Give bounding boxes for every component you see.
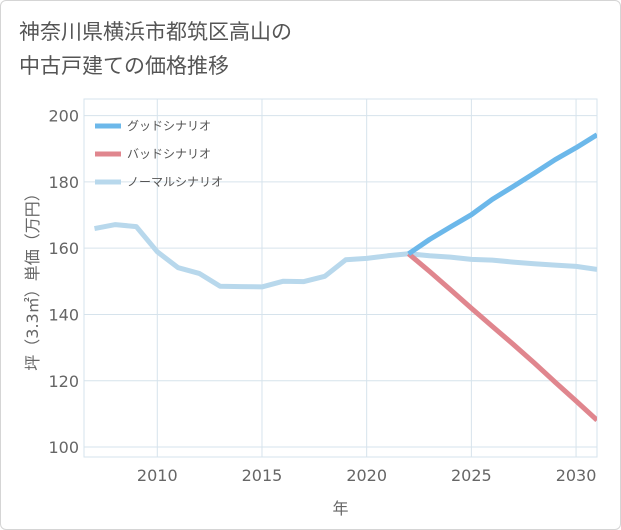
x-tick-label: 2030 (556, 466, 597, 485)
legend-label: グッドシナリオ (127, 119, 211, 133)
chart-title: 神奈川県横浜市都筑区高山の 中古戸建ての価格推移 (19, 15, 292, 83)
legend-label: バッドシナリオ (127, 147, 211, 161)
series-line-2 (406, 251, 597, 423)
title-line-2: 中古戸建ての価格推移 (19, 54, 229, 78)
y-tick-label: 180 (48, 173, 79, 192)
y-tick-label: 160 (48, 239, 79, 258)
y-tick-label: 140 (48, 305, 79, 324)
x-tick-label: 2010 (137, 466, 178, 485)
series-line-1 (407, 132, 597, 256)
y-tick-label: 200 (48, 107, 79, 126)
grid (83, 98, 598, 458)
y-tick-labels: 100 120 140 160 180 200 (48, 107, 79, 457)
x-tick-labels: 2010 2015 2020 2025 2030 (137, 466, 596, 485)
series-line-3 (94, 222, 597, 290)
title-line-1: 神奈川県横浜市都筑区高山の (19, 20, 292, 44)
x-tick-label: 2025 (451, 466, 492, 485)
series-lines (94, 132, 597, 423)
y-tick-label: 100 (48, 438, 79, 457)
x-tick-label: 2015 (242, 466, 283, 485)
y-tick-label: 120 (48, 372, 79, 391)
x-tick-label: 2020 (346, 466, 387, 485)
x-axis-label: 年 (332, 499, 348, 518)
plot-area (83, 98, 598, 458)
y-axis-label: 坪（3.3㎡）単価（万円） (23, 185, 42, 370)
legend-label: ノーマルシナリオ (127, 175, 223, 189)
